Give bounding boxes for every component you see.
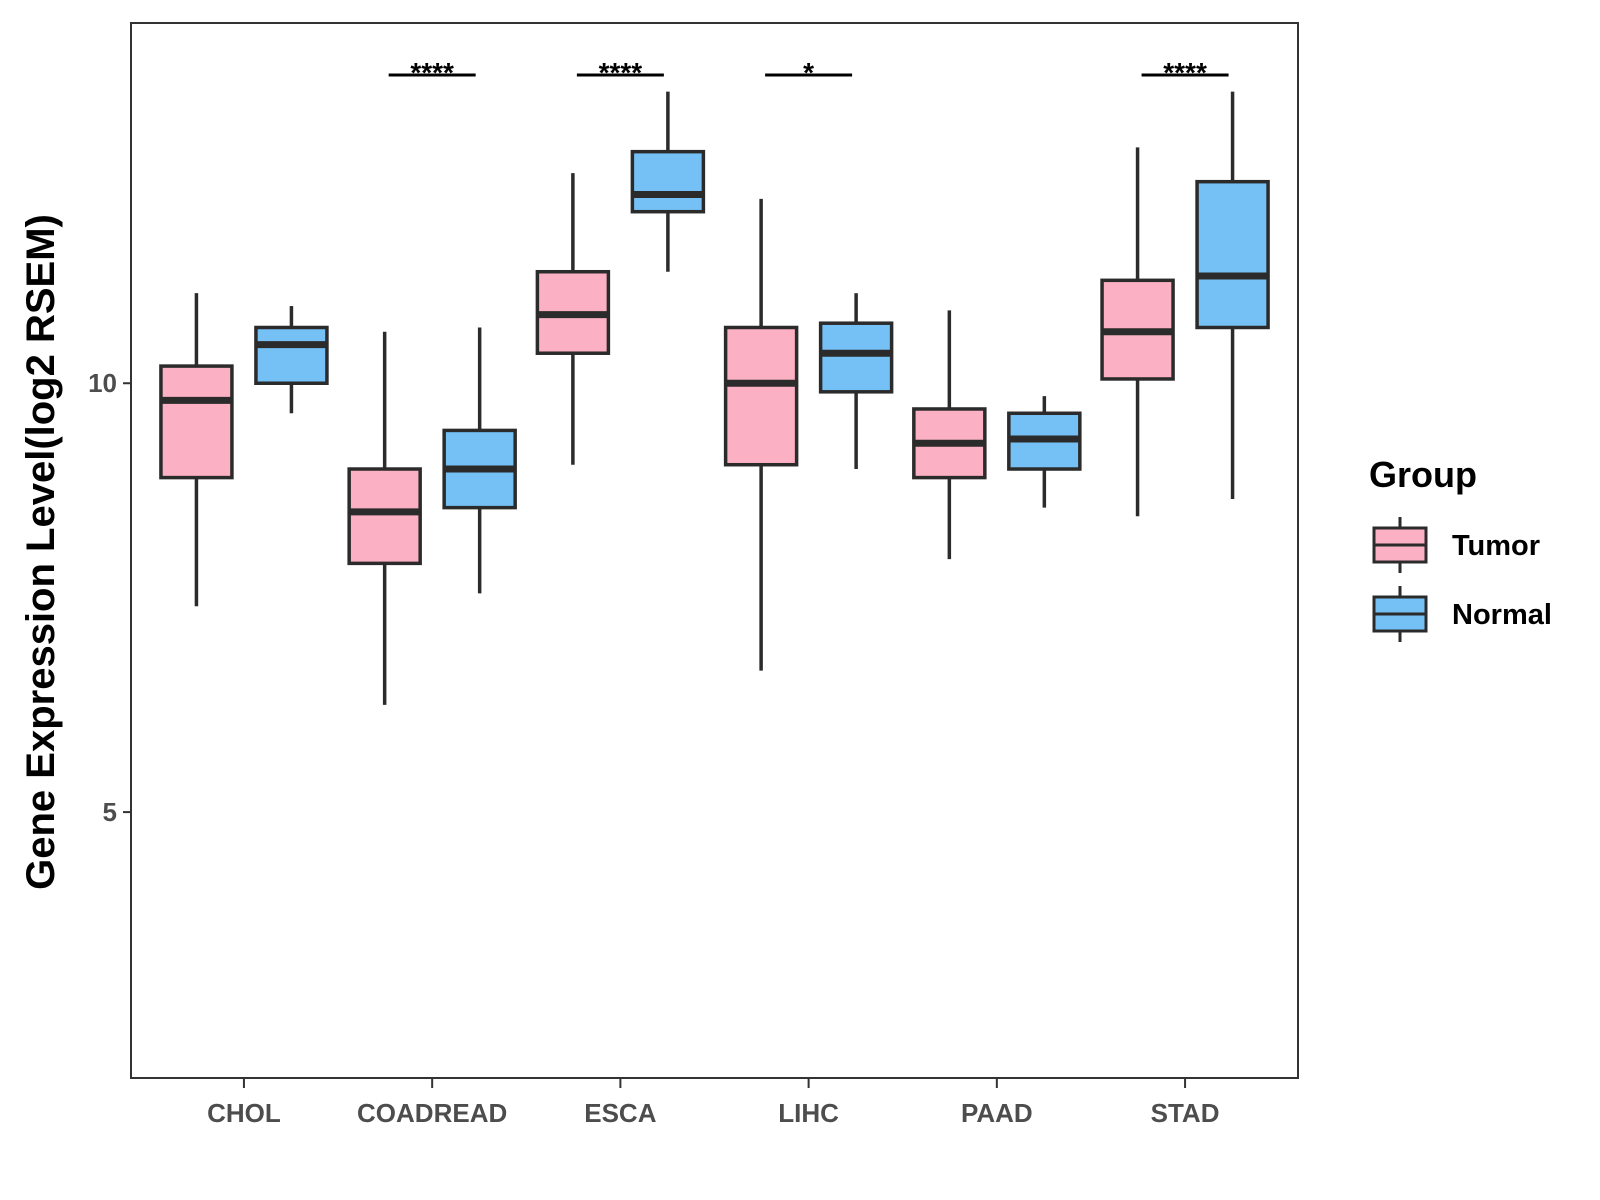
- y-axis-title: Gene Expression Level(log2 RSEM): [19, 214, 63, 890]
- box-iqr: [159, 364, 234, 480]
- axes: 5 10 CHOL COADREAD ESCA LIHC PAAD STAD: [88, 22, 1299, 1128]
- box-iqr: [254, 325, 329, 385]
- box-normal-esca: [630, 91, 706, 272]
- x-tick-label-stad: STAD: [1151, 1098, 1220, 1128]
- box-normal-paad: [1007, 396, 1082, 508]
- x-tick-label-esca: ESCA: [584, 1098, 656, 1128]
- box-iqr: [818, 321, 894, 394]
- box-normal-lihc: [818, 293, 894, 470]
- box-iqr: [1195, 179, 1270, 330]
- box-iqr: [347, 467, 422, 566]
- box-iqr: [630, 149, 706, 214]
- panel-border: [130, 22, 1299, 1079]
- x-tick-label-lihc: LIHC: [778, 1098, 839, 1128]
- significance-label-stad: ****: [1163, 57, 1207, 88]
- legend-entry-normal: Normal: [1372, 586, 1552, 642]
- box-tumor-coadread: [347, 331, 422, 705]
- legend-label-normal: Normal: [1452, 599, 1552, 631]
- legend-entry-tumor: Tumor: [1372, 517, 1540, 573]
- significance-label-esca: ****: [599, 57, 643, 88]
- box-tumor-paad: [912, 310, 987, 560]
- box-normal-coadread: [442, 327, 517, 594]
- x-tick-label-coadread: COADREAD: [357, 1098, 507, 1128]
- y-tick-label-5: 5: [103, 797, 117, 827]
- significance-label-coadread: ****: [410, 57, 454, 88]
- legend-label-tumor: Tumor: [1452, 530, 1540, 562]
- box-normal-chol: [254, 306, 329, 414]
- significance-label-lihc: *: [803, 57, 814, 88]
- box-tumor-stad: [1100, 147, 1175, 517]
- x-tick-label-paad: PAAD: [961, 1098, 1033, 1128]
- box-tumor-chol: [159, 293, 234, 607]
- y-tick-label-10: 10: [88, 368, 117, 398]
- box-iqr: [723, 325, 799, 467]
- legend-title: Group: [1369, 454, 1477, 495]
- legend: Group Tumor Normal: [1369, 454, 1552, 642]
- box-normal-stad: [1195, 91, 1270, 500]
- x-tick-label-chol: CHOL: [207, 1098, 281, 1128]
- box-tumor-lihc: [723, 198, 799, 671]
- box-tumor-esca: [535, 173, 611, 465]
- plot-area: **** **** * ****: [159, 57, 1270, 705]
